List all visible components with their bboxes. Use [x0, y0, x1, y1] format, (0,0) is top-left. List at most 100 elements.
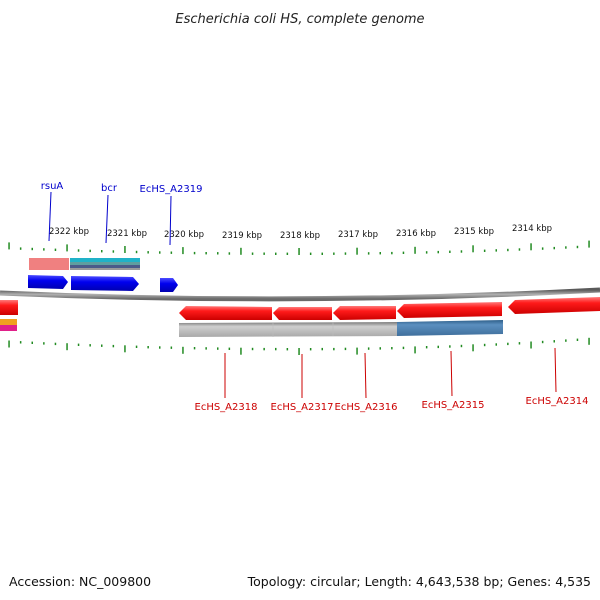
- ruler-minor-tick: [135, 345, 138, 348]
- tick-label: 2317 kbp: [338, 230, 378, 240]
- ruler-minor-tick: [205, 347, 207, 350]
- gene-label-bcr[interactable]: bcr: [101, 183, 118, 194]
- ruler-major-tick: [240, 247, 242, 255]
- ruler-minor-tick: [101, 250, 103, 253]
- ruler-major-tick: [8, 242, 10, 250]
- ruler-major-tick: [66, 343, 68, 351]
- feature-band-teal: [70, 262, 140, 265]
- ruler-minor-tick: [77, 249, 80, 252]
- gene-arrow-EcHS_A2319[interactable]: [160, 278, 178, 292]
- ruler-minor-tick: [344, 252, 347, 255]
- ruler-minor-tick: [217, 252, 219, 255]
- gene-label-EcHS_A2314[interactable]: EcHS_A2314: [526, 396, 589, 407]
- partial-band-orange: [0, 319, 17, 325]
- partial-band-magenta: [0, 325, 17, 331]
- ruler-minor-tick: [89, 344, 91, 347]
- left-edge-features: [0, 300, 18, 331]
- gene-arrow-bcr[interactable]: [71, 276, 139, 291]
- ruler-major-tick: [298, 348, 300, 355]
- ruler-minor-tick: [43, 342, 45, 345]
- ruler-minor-tick: [228, 347, 231, 350]
- ruler-major-tick: [182, 346, 184, 354]
- tick-label: 2320 kbp: [164, 230, 204, 240]
- ruler-minor-tick: [43, 248, 45, 251]
- leader-line-EcHS_A2319: [169, 195, 172, 246]
- ruler-minor-tick: [379, 252, 381, 255]
- ruler-minor-tick: [333, 252, 335, 255]
- ruler-minor-tick: [19, 341, 22, 344]
- ruler-minor-tick: [275, 347, 277, 351]
- ruler-minor-tick: [483, 249, 486, 252]
- map-title: Escherichia coli HS, complete genome: [175, 12, 424, 27]
- ruler-minor-tick: [251, 347, 254, 351]
- ruler-minor-tick: [321, 347, 323, 351]
- ruler-minor-tick: [367, 252, 370, 255]
- leader-line-EcHS_A2316: [364, 352, 367, 399]
- ruler-minor-tick: [437, 345, 439, 349]
- gene-label-EcHS_A2316[interactable]: EcHS_A2316: [335, 402, 398, 413]
- ruler-minor-tick: [565, 339, 567, 342]
- ruler-minor-tick: [449, 345, 451, 348]
- ruler-minor-tick: [77, 343, 80, 346]
- ruler-minor-tick: [275, 252, 277, 255]
- gene-label-EcHS_A2317[interactable]: EcHS_A2317: [271, 402, 334, 413]
- feature-band-pink: [29, 258, 69, 270]
- ruler-minor-tick: [263, 347, 265, 351]
- forward-genes: [28, 275, 178, 292]
- gene-arrow-EcHS_A2315[interactable]: [397, 302, 502, 318]
- ruler-minor-tick: [333, 347, 335, 351]
- ruler-minor-tick: [31, 247, 33, 251]
- tick-label: 2314 kbp: [512, 224, 552, 234]
- ruler-minor-tick: [159, 251, 161, 254]
- partial-gene-red: [0, 300, 18, 315]
- ruler-minor-tick: [437, 250, 439, 254]
- genome-backbone: [0, 287, 600, 302]
- ruler-minor-tick: [391, 347, 393, 350]
- ruler-minor-tick: [89, 249, 91, 253]
- reverse-gene-labels: EcHS_A2318 EcHS_A2317 EcHS_A2316 EcHS_A2…: [195, 347, 589, 413]
- ruler-minor-tick: [193, 251, 196, 255]
- ruler-major-tick: [530, 243, 532, 251]
- bottom-ruler: [8, 337, 590, 355]
- ruler-minor-tick: [518, 342, 521, 345]
- gene-label-EcHS_A2319[interactable]: EcHS_A2319: [140, 184, 203, 195]
- feature-bands-top: [29, 258, 140, 270]
- ruler-minor-tick: [54, 248, 57, 251]
- ruler-minor-tick: [147, 251, 149, 254]
- gene-arrow-EcHS_A2317[interactable]: [273, 307, 332, 320]
- gene-arrow-EcHS_A2318[interactable]: [179, 306, 272, 320]
- ruler-minor-tick: [565, 246, 567, 249]
- ruler-minor-tick: [344, 347, 347, 351]
- tick-label: 2318 kbp: [280, 231, 320, 241]
- ruler-major-tick: [8, 340, 10, 348]
- ruler-minor-tick: [54, 342, 57, 346]
- ruler-minor-tick: [112, 344, 115, 348]
- ruler-minor-tick: [541, 340, 544, 344]
- gene-label-rsuA[interactable]: rsuA: [41, 181, 64, 192]
- ruler-minor-tick: [576, 245, 579, 249]
- ruler-minor-tick: [483, 343, 486, 347]
- gene-arrow-EcHS_A2314[interactable]: [508, 297, 600, 314]
- gene-label-EcHS_A2318[interactable]: EcHS_A2318: [195, 402, 258, 413]
- ruler-minor-tick: [321, 252, 323, 255]
- ruler-major-tick: [530, 341, 532, 349]
- ruler-major-tick: [414, 246, 416, 254]
- ruler-minor-tick: [425, 251, 428, 254]
- feature-band-navy: [70, 265, 140, 268]
- gene-arrow-EcHS_A2316[interactable]: [333, 306, 396, 320]
- feature-bands-bottom: [179, 320, 503, 337]
- ruler-minor-tick: [147, 346, 149, 349]
- ruler-minor-tick: [460, 250, 463, 253]
- ruler-minor-tick: [101, 344, 103, 347]
- gene-arrow-rsuA[interactable]: [28, 275, 68, 289]
- ruler-major-tick: [414, 346, 416, 354]
- ruler-minor-tick: [460, 344, 463, 348]
- leader-line-EcHS_A2314: [554, 347, 557, 393]
- ruler-major-tick: [472, 344, 474, 352]
- ruler-minor-tick: [507, 342, 509, 346]
- ruler-minor-tick: [495, 249, 497, 252]
- ruler-minor-tick: [263, 252, 265, 255]
- gene-label-EcHS_A2315[interactable]: EcHS_A2315: [422, 400, 485, 411]
- ruler-minor-tick: [576, 338, 579, 341]
